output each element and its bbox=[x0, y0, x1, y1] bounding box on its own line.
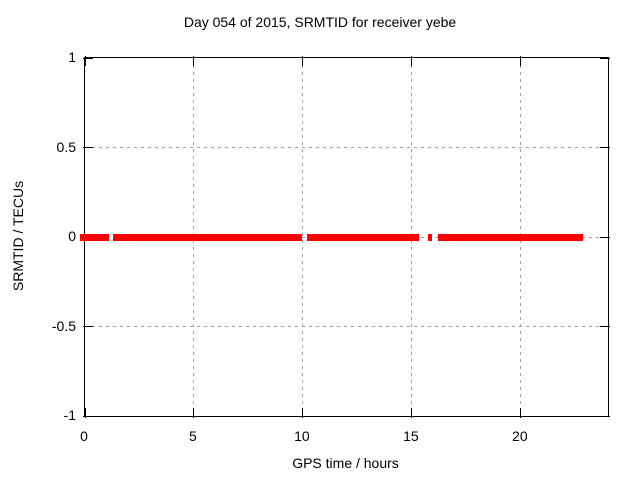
y-tick-mark bbox=[600, 236, 610, 238]
x-tick-mark bbox=[84, 408, 86, 418]
x-tick-label: 5 bbox=[189, 428, 197, 444]
x-tick-mark bbox=[84, 56, 86, 66]
x-tick-mark bbox=[302, 408, 304, 418]
x-tick-mark bbox=[411, 56, 413, 66]
data-line-segment bbox=[79, 233, 109, 241]
y-tick-label: -0.5 bbox=[51, 317, 76, 334]
y-tick-mark bbox=[600, 57, 610, 59]
y-tick-mark bbox=[83, 326, 93, 327]
plot-area bbox=[79, 56, 610, 418]
x-tick-mark bbox=[411, 408, 413, 418]
y-tick-mark bbox=[83, 415, 93, 417]
y-tick-mark bbox=[83, 147, 93, 148]
x-tick-mark bbox=[520, 408, 522, 418]
y-gridline bbox=[85, 326, 608, 327]
y-tick-label: 0.5 bbox=[56, 138, 76, 155]
x-tick-label: 20 bbox=[512, 428, 528, 444]
y-tick-label: 1 bbox=[68, 49, 76, 65]
y-tick-mark bbox=[600, 147, 610, 148]
y-tick-mark bbox=[600, 326, 610, 327]
x-tick-mark bbox=[193, 56, 195, 66]
x-tick-label: 0 bbox=[80, 428, 88, 444]
x-axis-label: GPS time / hours bbox=[292, 455, 399, 471]
y-tick-label: 0 bbox=[68, 228, 76, 244]
data-line-segment bbox=[437, 233, 584, 241]
x-tick-mark bbox=[193, 408, 195, 418]
y-tick-label: -1 bbox=[63, 407, 76, 423]
x-tick-label: 10 bbox=[294, 428, 310, 444]
x-tick-mark bbox=[302, 56, 304, 66]
data-line-segment bbox=[112, 233, 303, 241]
x-tick-mark bbox=[520, 56, 522, 66]
data-line-segment bbox=[307, 233, 420, 241]
y-gridline bbox=[85, 147, 608, 148]
data-line-segment bbox=[428, 233, 432, 241]
y-tick-mark bbox=[600, 415, 610, 417]
x-tick-label: 15 bbox=[403, 428, 419, 444]
chart-title: Day 054 of 2015, SRMTID for receiver yeb… bbox=[183, 14, 457, 30]
y-tick-mark bbox=[83, 57, 93, 59]
